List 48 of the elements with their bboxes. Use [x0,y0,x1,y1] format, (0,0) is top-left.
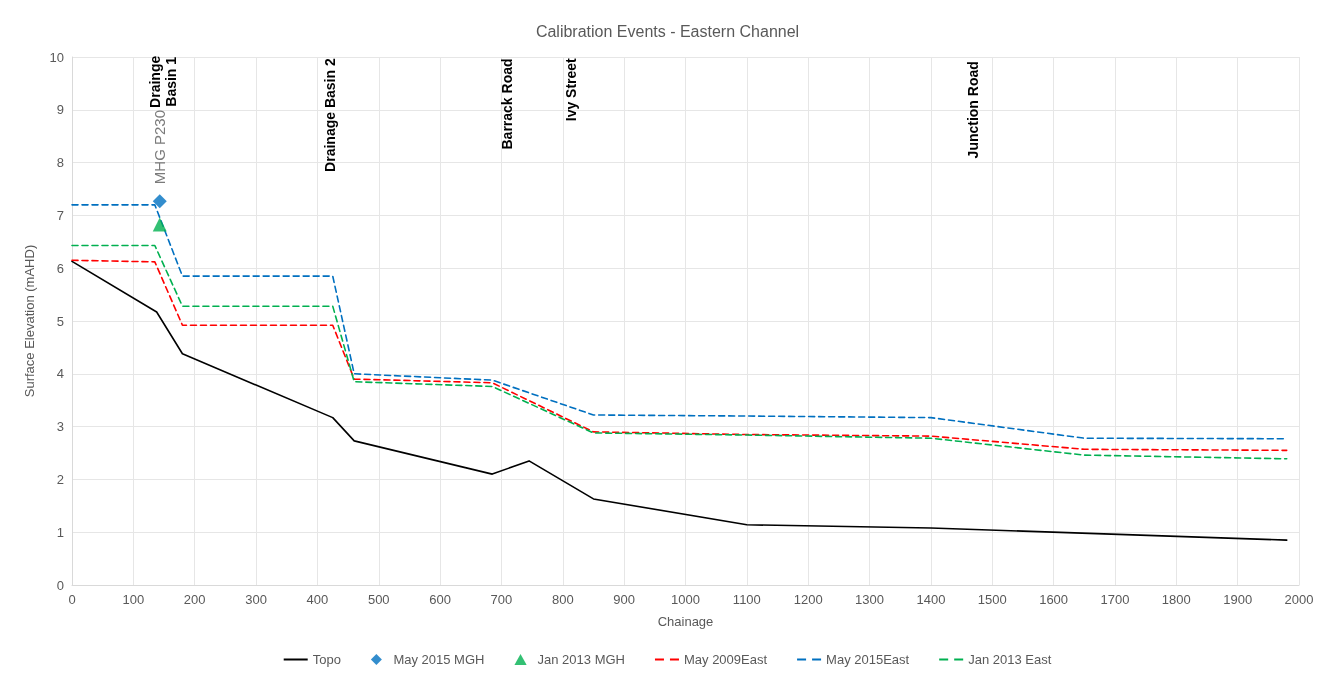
y-tick-label: 0 [56,577,64,593]
x-axis-title: Chainage [657,614,714,629]
legend-label: May 2009East [683,652,768,667]
annotation: Drainge Basin 1 [147,55,180,108]
x-tick-label: 1800 [1161,592,1191,607]
y-tick-label: 3 [56,419,64,435]
y-tick-label: 9 [56,102,64,118]
x-tick-label: 1900 [1223,592,1253,607]
x-tick-label: 800 [551,592,574,607]
x-tick-label: 2000 [1284,592,1314,607]
y-tick-label: 5 [56,313,64,329]
legend-label: May 2015East [826,652,910,667]
x-tick-label: 1200 [793,592,823,607]
x-tick-label: 1600 [1039,592,1069,607]
x-tick-label: 0 [68,592,76,607]
legend-label: Topo [312,652,341,667]
x-tick-label: 1100 [732,592,761,607]
y-tick-label: 8 [56,155,64,171]
x-tick-label: 700 [490,592,513,607]
y-tick-label: 1 [56,524,64,540]
x-tick-label: 100 [122,592,145,607]
annotation: Junction Road [964,61,981,159]
x-tick-label: 1500 [977,592,1007,607]
x-tick-label: 600 [429,592,451,607]
x-tick-label: 1300 [855,592,885,607]
y-tick-label: 2 [56,471,64,487]
x-tick-label: 300 [245,592,267,607]
chart-title: Calibration Events - Eastern Channel [535,22,800,40]
x-tick-label: 500 [367,592,390,607]
line-series [71,260,1288,541]
annotation: Barrack Road [498,58,515,150]
y-tick-label: 6 [56,260,64,276]
y-axis-title: Surface Elevation (mAHD) [22,244,37,398]
x-tick-label: 1400 [916,592,946,607]
annotation: Ivy Street [562,57,579,122]
x-tick-label: 1700 [1100,592,1130,607]
legend-label: Jan 2013 MGH [537,652,625,667]
x-tick-label: 400 [306,592,329,607]
y-tick-label: 7 [56,207,64,223]
x-tick-label: 900 [613,592,635,607]
y-tick-label: 10 [49,49,64,65]
x-tick-label: 1000 [671,592,700,607]
legend-label: Jan 2013 East [968,652,1052,667]
data-label: MHG P230 [151,109,169,185]
annotation: Drainage Basin 2 [321,58,338,172]
y-tick-label: 4 [56,366,64,382]
legend-label: May 2015 MGH [393,652,485,667]
x-tick-label: 200 [183,592,206,607]
